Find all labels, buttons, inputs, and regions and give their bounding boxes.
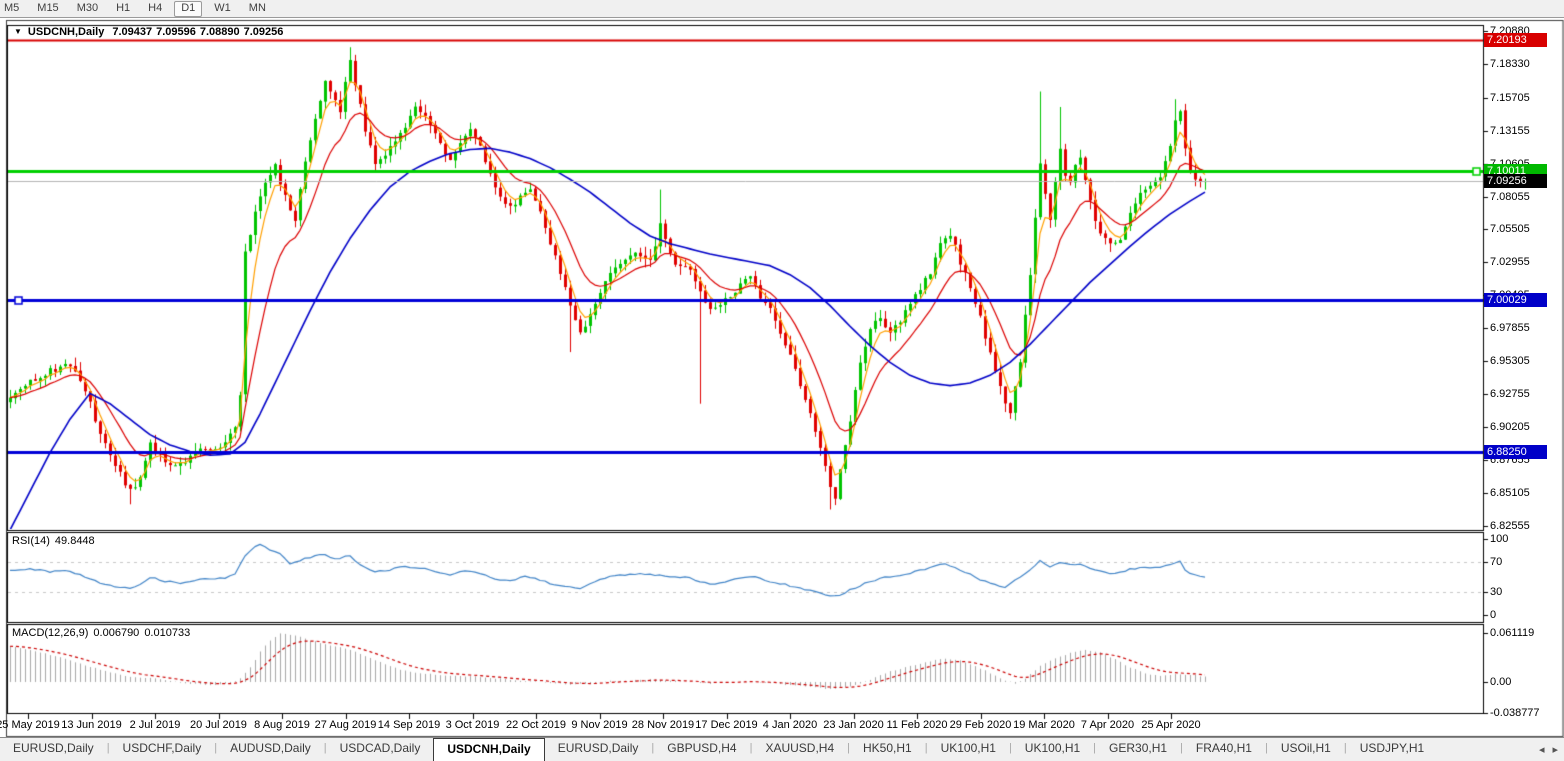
date-axis-label: 7 Apr 2020 [1080, 719, 1135, 731]
tab-separator: | [651, 742, 655, 754]
chart-tab-hk50-h1[interactable]: HK50,H1 [863, 741, 912, 755]
tab-separator: | [214, 742, 218, 754]
date-axis-label: 3 Oct 2019 [445, 719, 500, 731]
chart-tab-gbpusd-h4[interactable]: GBPUSD,H4 [667, 741, 737, 755]
timeframe-button-h4[interactable]: H4 [148, 2, 163, 14]
tab-separator: | [1180, 742, 1183, 754]
date-axis-label: 14 Sep 2019 [377, 719, 441, 731]
ohlc-close: 7.09256 [243, 26, 284, 38]
price-axis-label: 7.15705 [1490, 91, 1530, 104]
chart-tab-xauusd-h4[interactable]: XAUUSD,H4 [765, 741, 835, 755]
tab-scroll-nav: ◂ ▸ [1539, 738, 1564, 761]
date-axis-label: 25 May 2019 [0, 719, 60, 731]
chart-tab-uk100-h1[interactable]: UK100,H1 [1024, 741, 1081, 755]
tab-separator: | [1264, 742, 1268, 754]
rsi-value: 49.8448 [54, 535, 95, 547]
chart-title: ▼ USDCNH,Daily 7.09437 7.09596 7.08890 7.0925… [14, 26, 287, 38]
chart-tab-eurusd-daily[interactable]: EURUSD,Daily [13, 741, 94, 755]
date-axis-label: 23 Jan 2020 [823, 719, 884, 731]
timeframe-button-m5[interactable]: M5 [4, 2, 20, 14]
price-badge: 7.00029 [1484, 293, 1547, 308]
rsi-axis-label: 30 [1490, 586, 1503, 599]
chart-tab-usdjpy-h1[interactable]: USDJPY,H1 [1359, 741, 1425, 755]
timeframe-button-mn[interactable]: MN [248, 2, 266, 14]
price-axis-label: 7.13155 [1490, 124, 1530, 137]
tab-separator: | [1008, 742, 1012, 754]
date-axis-label: 9 Nov 2019 [571, 719, 628, 731]
macd-name: MACD(12,26,9) [12, 627, 89, 639]
timeframe-toolbar: M5 M15 M30 H1 H4 D1 W1 MN [0, 0, 1564, 18]
tab-scroll-right-icon[interactable]: ▸ [1552, 744, 1558, 756]
rsi-axis-label: 70 [1490, 555, 1503, 568]
macd-signal-value: 0.010733 [144, 627, 191, 639]
price-axis-label: 7.08055 [1490, 190, 1530, 203]
date-axis-label: 25 Apr 2020 [1141, 719, 1201, 731]
date-axis-label: 8 Aug 2019 [254, 719, 310, 731]
rsi-indicator-label: RSI(14) 49.8448 [12, 535, 100, 547]
date-axis-label: 22 Oct 2019 [506, 719, 566, 731]
rsi-axis-label: 0 [1490, 609, 1497, 621]
tab-separator: | [1343, 742, 1347, 754]
symbol-dropdown-icon[interactable]: ▼ [14, 27, 22, 36]
macd-axis-label: -0.038777 [1490, 707, 1540, 720]
date-axis-label: 11 Feb 2020 [886, 719, 948, 731]
date-axis-label: 27 Aug 2019 [314, 719, 377, 731]
chart-tab-fra40-h1[interactable]: FRA40,H1 [1195, 741, 1252, 755]
date-axis-label: 2 Jul 2019 [129, 719, 181, 731]
chart-tab-usdchf-daily[interactable]: USDCHF,Daily [122, 741, 202, 755]
date-axis-label: 20 Jul 2019 [190, 719, 247, 731]
price-axis-label: 6.85105 [1490, 486, 1530, 499]
tab-scroll-left-icon[interactable]: ◂ [1538, 744, 1545, 756]
date-axis-label: 19 Mar 2020 [1013, 719, 1075, 731]
date-axis-label: 4 Jan 2020 [762, 719, 818, 731]
chart-tab-usoil-h1[interactable]: USOil,H1 [1280, 741, 1331, 755]
price-axis-label: 7.05505 [1490, 223, 1530, 236]
chart-symbol-label: USDCNH,Daily [27, 26, 105, 38]
rsi-name: RSI(14) [12, 535, 50, 547]
timeframe-button-w1[interactable]: W1 [214, 2, 231, 14]
timeframe-button-m15[interactable]: M15 [37, 2, 59, 14]
ohlc-low: 7.08890 [199, 26, 240, 38]
chart-tab-eurusd-daily[interactable]: EURUSD,Daily [557, 741, 639, 755]
tab-separator: | [924, 742, 928, 754]
chart-tab-uk100-h1[interactable]: UK100,H1 [940, 741, 996, 755]
price-badge: 7.09256 [1484, 174, 1547, 189]
timeframe-button-d1[interactable]: D1 [174, 0, 203, 17]
rsi-axis-label: 100 [1490, 533, 1509, 545]
ohlc-open: 7.09437 [112, 26, 153, 38]
price-badge: 6.88250 [1484, 445, 1547, 460]
price-axis-label: 6.95305 [1490, 355, 1530, 368]
price-axis-label: 7.18330 [1490, 58, 1530, 71]
macd-value: 0.006790 [93, 627, 140, 639]
chart-tab-usdcnh-daily[interactable]: USDCNH,Daily [433, 738, 545, 761]
date-axis-label: 13 Jun 2019 [61, 719, 122, 731]
price-axis-label: 6.97855 [1490, 322, 1530, 335]
chart-tab-usdcad-daily[interactable]: USDCAD,Daily [339, 741, 421, 755]
tab-separator: | [323, 742, 327, 754]
price-axis-label: 6.92755 [1490, 387, 1530, 400]
macd-axis-label: 0.061119 [1490, 626, 1535, 639]
chart-tab-ger30-h1[interactable]: GER30,H1 [1109, 741, 1168, 755]
ohlc-high: 7.09596 [156, 26, 196, 38]
tab-separator: | [1093, 742, 1097, 754]
tab-separator: | [106, 742, 110, 754]
timeframe-button-m30[interactable]: M30 [76, 2, 99, 14]
macd-indicator-label: MACD(12,26,9) 0.006790 0.010733 [12, 627, 195, 639]
chart-tab-audusd-daily[interactable]: AUDUSD,Daily [230, 741, 311, 755]
price-badge: 7.20193 [1484, 33, 1547, 47]
timeframe-button-h1[interactable]: H1 [116, 2, 131, 14]
date-axis-label: 17 Dec 2019 [695, 719, 758, 731]
price-axis-label: 7.02955 [1490, 256, 1530, 269]
date-axis-label: 28 Nov 2019 [631, 719, 695, 731]
date-axis-label: 29 Feb 2020 [949, 719, 1012, 731]
ohlc-readout: 7.09437 7.09596 7.08890 7.09256 [112, 26, 287, 38]
price-axis-label: 6.90205 [1490, 420, 1530, 433]
price-axis-label: 6.82555 [1490, 519, 1530, 532]
macd-axis-label: 0.00 [1490, 676, 1512, 688]
chart-tab-bar: EURUSD,Daily | USDCHF,Daily | AUDUSD,Daily | U… [0, 737, 1564, 761]
tab-separator: | [749, 742, 753, 754]
tab-separator: | [847, 742, 850, 754]
